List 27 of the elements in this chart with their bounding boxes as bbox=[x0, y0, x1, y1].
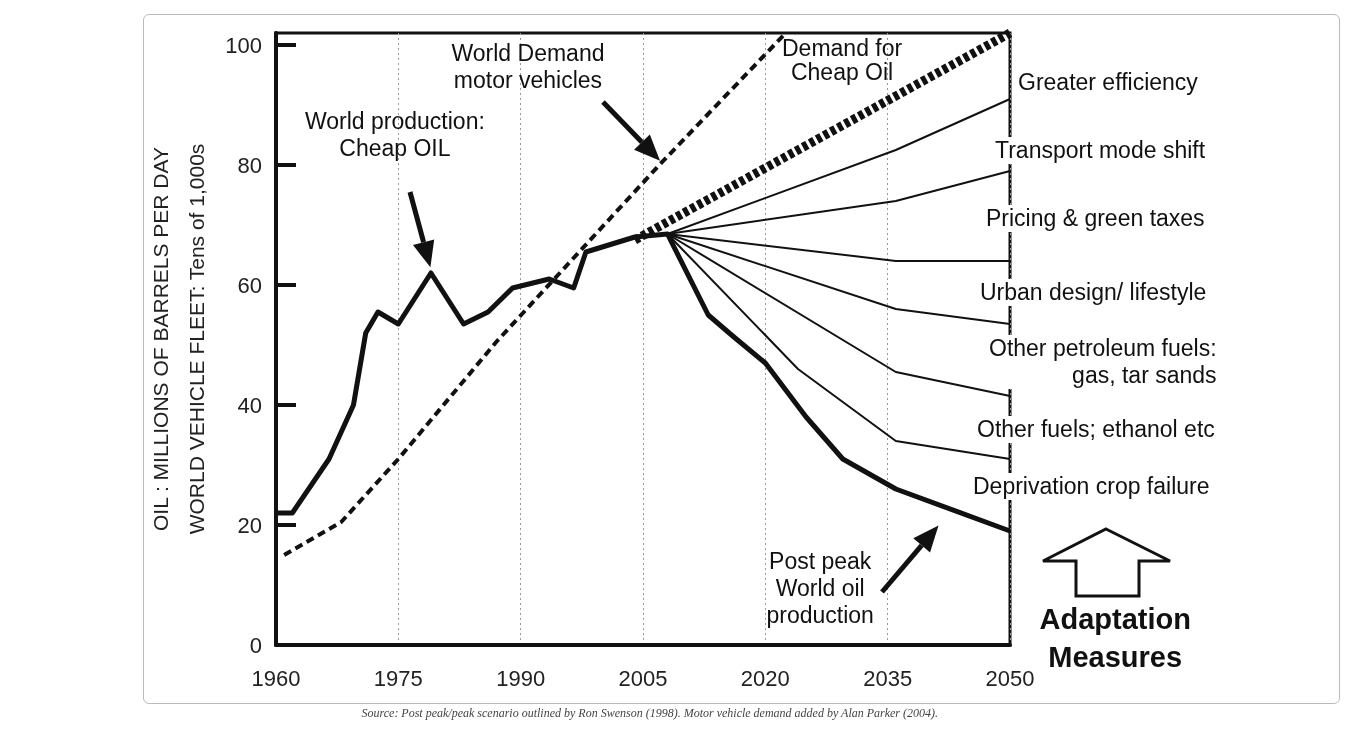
annotation: Transport mode shift bbox=[995, 137, 1206, 164]
x-tick-label: 1960 bbox=[251, 665, 301, 691]
y-tick-label: 80 bbox=[237, 152, 262, 178]
y-tick-label: 40 bbox=[237, 392, 262, 418]
y-axis-title: OIL : MILLIONS OF BARRELS PER DAY WORLD VEHICLE FLEET: Tens of 1,000s bbox=[148, 143, 208, 535]
y-tick-label: 20 bbox=[237, 512, 262, 538]
annotation: World Demand motor vehicles bbox=[451, 40, 605, 94]
x-tick-label: 2005 bbox=[618, 665, 668, 691]
text: Greater efficiency bbox=[1018, 69, 1198, 96]
y-tick-label: 0 bbox=[249, 632, 262, 658]
text: Adaptation Measures bbox=[1039, 602, 1191, 675]
annotation: Urban design/ lifestyle bbox=[980, 279, 1207, 306]
annotation: Deprivation crop failure bbox=[973, 473, 1210, 500]
annotation: Post peak World oil production bbox=[766, 548, 874, 629]
x-tick-label: 2050 bbox=[985, 665, 1035, 691]
x-tick-label: 2020 bbox=[740, 665, 790, 691]
y-tick-label: 100 bbox=[225, 32, 262, 58]
annotation: Other fuels; ethanol etc bbox=[977, 416, 1215, 443]
annotation: Pricing & green taxes bbox=[986, 205, 1205, 232]
x-tick-label: 1975 bbox=[373, 665, 423, 691]
annotation: Demand for Cheap Oil bbox=[782, 35, 903, 85]
source-note: Source: Post peak/peak scenario outlined by Ron Swenson (1998). Motor vehicle demand added by Alan Parker (2004). bbox=[361, 706, 939, 720]
y-tick-label: 60 bbox=[237, 272, 262, 298]
annotation: World production: Cheap OIL bbox=[305, 108, 485, 162]
annotation: Other petroleum fuels: gas, tar sands bbox=[989, 335, 1217, 389]
x-tick-label: 1990 bbox=[496, 665, 546, 691]
x-tick-label: 2035 bbox=[863, 665, 913, 691]
